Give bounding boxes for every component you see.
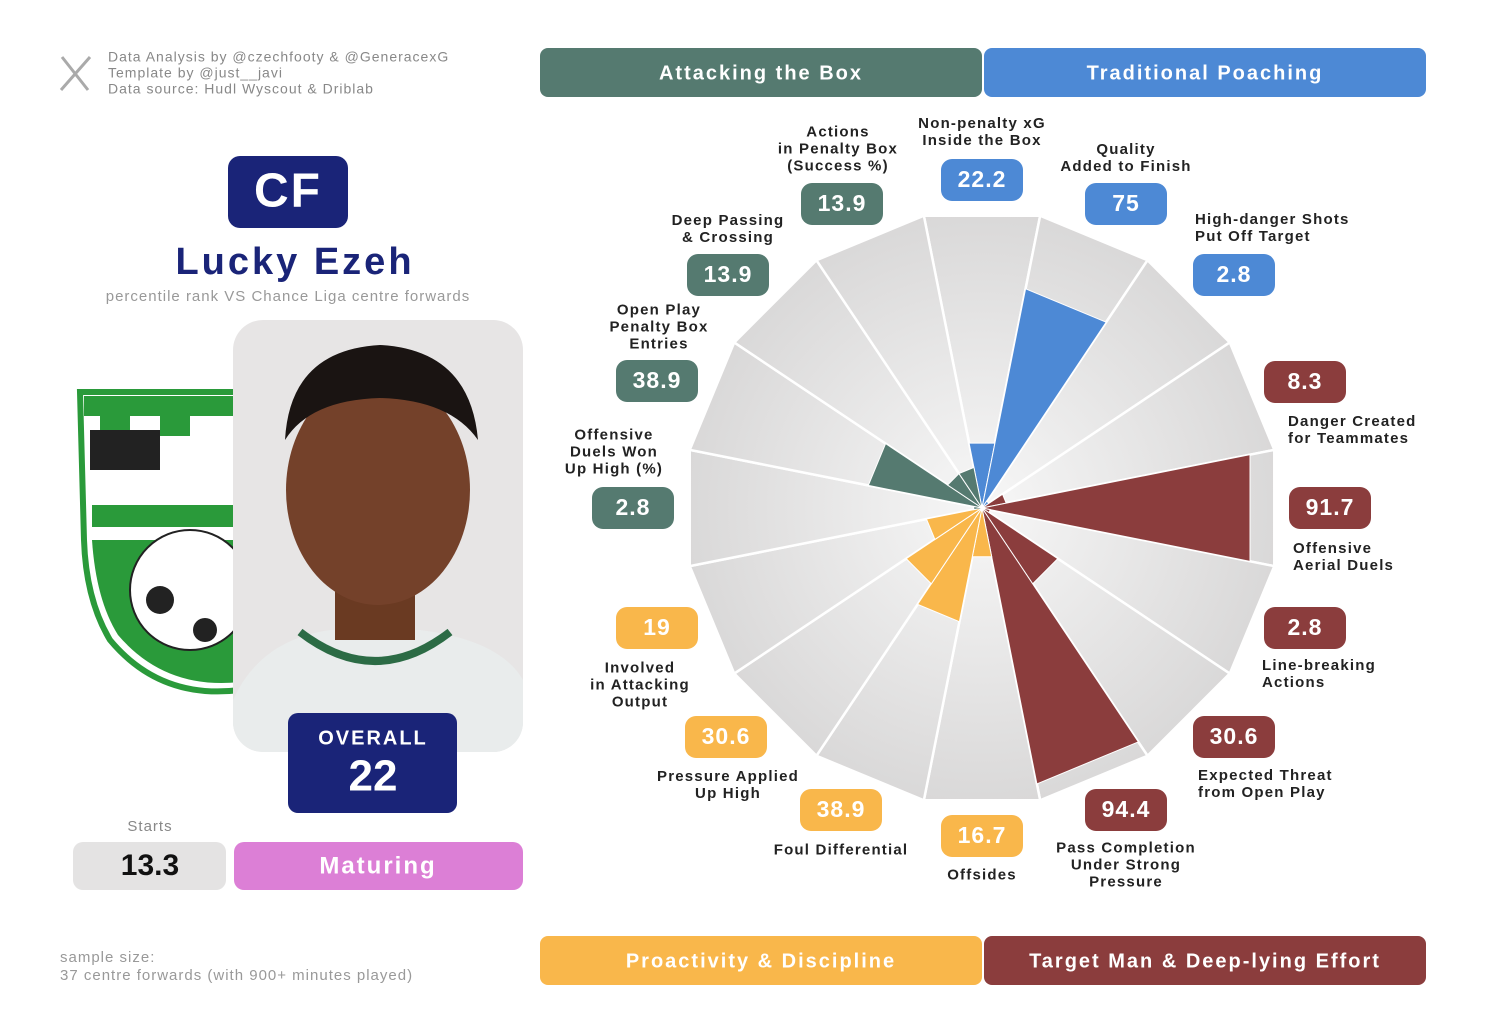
- value-badge: [685, 716, 767, 758]
- value-label: 30.6: [702, 723, 751, 749]
- category-label: Foul Differential: [773, 841, 909, 859]
- value-badge: [1085, 183, 1167, 225]
- group-header: [984, 936, 1426, 985]
- value-badge: [1193, 254, 1275, 296]
- starts-box: [73, 842, 226, 890]
- group-name: Proactivity & Discipline: [626, 950, 896, 972]
- value-badge: [941, 815, 1023, 857]
- value-label: 19: [643, 614, 671, 640]
- category-label: Involved in Attacking Output: [590, 659, 690, 711]
- slice-background: [814, 213, 984, 509]
- value-label: 16.7: [958, 822, 1007, 848]
- value-badge: [1289, 487, 1371, 529]
- subtitle: percentile rank VS Chance Liga centre fo…: [106, 288, 471, 305]
- category-label: Deep Passing & Crossing: [671, 212, 785, 246]
- group-name: Traditional Poaching: [1087, 62, 1324, 84]
- group-header: [984, 48, 1426, 97]
- club-logo: [76, 389, 251, 695]
- credit: Data Analysis by @czechfooty & @Generace…: [108, 49, 449, 65]
- value-badge: [1085, 789, 1167, 831]
- value-label: 13.9: [704, 261, 753, 287]
- starts-value: 13.3: [121, 849, 179, 882]
- value-badge: [687, 254, 769, 296]
- value-badge: [616, 360, 698, 402]
- position-badge: [228, 156, 348, 228]
- category-label: Offensive Duels Won Up High (%): [564, 426, 664, 478]
- value-label: 75: [1112, 190, 1140, 216]
- group-name: Target Man & Deep-lying Effort: [1029, 950, 1381, 972]
- overall-value: 22: [349, 752, 398, 801]
- overall-badge: [288, 713, 457, 813]
- category-label: Danger Created for Teammates: [1288, 413, 1417, 447]
- player-name: Lucky Ezeh: [175, 241, 414, 283]
- status-box: [234, 842, 523, 890]
- value-label: 22.2: [958, 166, 1007, 192]
- slice-bar: [925, 507, 983, 541]
- value-badge: [1264, 607, 1346, 649]
- slice-bar: [981, 454, 1251, 562]
- category-label: Open Play Penalty Box Entries: [609, 301, 709, 353]
- category-label: Offensive Aerial Duels: [1293, 540, 1395, 574]
- category-label: Offsides: [947, 866, 1017, 884]
- value-badge: [941, 159, 1023, 201]
- group-header: [540, 936, 982, 985]
- sample-size: 37 centre forwards (with 900+ minutes pl…: [60, 967, 413, 984]
- value-label: 91.7: [1306, 494, 1355, 520]
- value-label: 38.9: [817, 796, 866, 822]
- value-label: 94.4: [1102, 796, 1151, 822]
- x-logo: [59, 56, 92, 91]
- group-header: [540, 48, 982, 97]
- value-label: 2.8: [616, 494, 651, 520]
- starts-label: Starts: [127, 818, 172, 835]
- value-label: 2.8: [1217, 261, 1252, 287]
- value-label: 2.8: [1288, 614, 1323, 640]
- category-label: Non-penalty xG Inside the Box: [918, 115, 1046, 149]
- slice-bar: [981, 507, 1140, 785]
- category-label: Quality Added to Finish: [1060, 141, 1192, 175]
- slice-bar: [958, 466, 983, 509]
- value-badge: [1193, 716, 1275, 758]
- position: CF: [254, 165, 322, 218]
- group-name: Attacking the Box: [659, 62, 863, 84]
- slice-bar: [867, 442, 983, 509]
- category-label: Actions in Penalty Box (Success %): [777, 123, 899, 175]
- value-badge: [592, 487, 674, 529]
- category-label: High-danger Shots Put Off Target: [1195, 211, 1350, 245]
- category-label: Pass Completion Under Strong Pressure: [1056, 839, 1196, 891]
- credit: Data source: Hudl Wyscout & Driblab: [108, 81, 374, 97]
- value-label: 8.3: [1288, 368, 1323, 394]
- value-label: 30.6: [1210, 723, 1259, 749]
- value-badge: [800, 789, 882, 831]
- sample-size: sample size:: [60, 949, 155, 966]
- value-badge: [801, 183, 883, 225]
- value-label: 13.9: [818, 190, 867, 216]
- credit: Template by @just__javi: [108, 65, 283, 81]
- category-label: Pressure Applied Up High: [656, 768, 800, 802]
- slice-bar: [981, 288, 1107, 509]
- value-badge: [616, 607, 698, 649]
- value-label: 38.9: [633, 367, 682, 393]
- overall-label: OVERALL: [318, 727, 428, 749]
- category-label: Line-breaking Actions: [1262, 657, 1376, 691]
- category-label: Expected Threat from Open Play: [1198, 767, 1333, 801]
- status: Maturing: [319, 852, 436, 879]
- value-badge: [1264, 361, 1346, 403]
